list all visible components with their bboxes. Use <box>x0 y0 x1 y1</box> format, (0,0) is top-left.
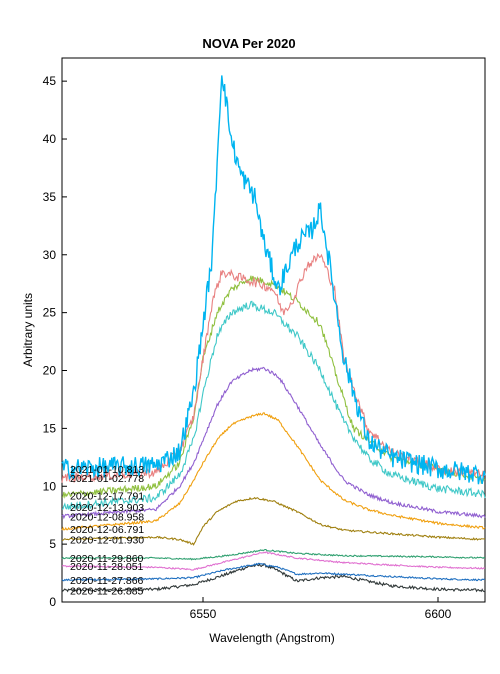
y-tick-label: 5 <box>49 537 56 551</box>
series-line-2020-12-06.791 <box>61 412 486 531</box>
chart-title: NOVA Per 2020 <box>202 36 295 51</box>
series-label: 2020-12-06.791 <box>70 524 144 536</box>
y-tick-label: 15 <box>43 421 57 435</box>
series-line-2020-11-27.866 <box>61 562 486 582</box>
series-line-2020-11-28.051 <box>61 551 486 571</box>
series-label: 2021-01-10.813 <box>70 464 144 476</box>
series-line-2021-01-10.813 <box>61 75 486 485</box>
x-tick-label: 6600 <box>425 607 452 621</box>
series-label: 2020-11-29.860 <box>70 553 144 565</box>
y-tick-label: 25 <box>43 306 57 320</box>
y-tick-label: 10 <box>43 479 57 493</box>
series-layer <box>61 75 486 593</box>
y-tick-label: 35 <box>43 190 57 204</box>
series-label: 2020-11-28.051 <box>70 561 144 573</box>
series-label: 2020-12-17.791 <box>70 491 144 503</box>
tick-layer: 0 5 10 15 20 25 30 35 40 45 6550 6600 <box>43 74 452 621</box>
series-line-2020-12-01.930 <box>61 496 486 546</box>
series-line-2020-11-26.885 <box>61 563 486 593</box>
series-label: 2021-01-02.778 <box>70 473 144 485</box>
series-label: 2020-12-13.903 <box>70 502 144 514</box>
series-line-2020-12-13.903 <box>61 300 486 511</box>
series-label: 2020-12-01.930 <box>70 534 144 546</box>
series-line-2021-01-02.778 <box>61 252 486 484</box>
y-tick-label: 45 <box>43 74 57 88</box>
series-label: 2020-11-26.885 <box>70 585 144 597</box>
y-tick-label: 20 <box>43 364 57 378</box>
series-line-2020-11-29.860 <box>61 548 486 561</box>
plot-frame <box>61 57 486 603</box>
series-label: 2020-11-27.866 <box>70 575 144 587</box>
y-axis-label: Arbitrary units <box>21 293 35 367</box>
x-tick-label: 6550 <box>190 607 217 621</box>
series-line-2020-12-08.958 <box>61 366 486 520</box>
y-tick-label: 0 <box>49 595 56 609</box>
y-tick-label: 30 <box>43 248 57 262</box>
x-axis-label: Wavelength (Angstrom) <box>209 631 335 645</box>
y-tick-label: 40 <box>43 132 57 146</box>
series-label: 2020-12-08.958 <box>70 511 144 523</box>
